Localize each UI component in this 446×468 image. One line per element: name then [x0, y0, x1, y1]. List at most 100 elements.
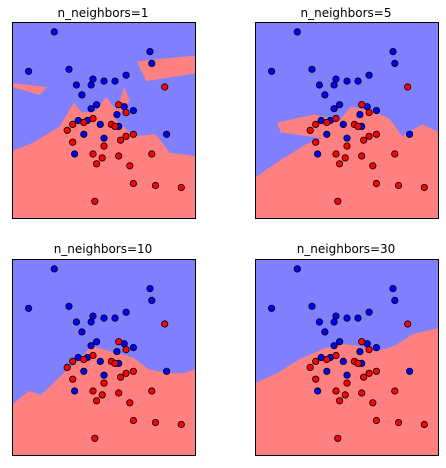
subplot-2-title: n_neighbors=5	[301, 6, 392, 20]
axes-frame	[255, 259, 439, 456]
point-class-1	[89, 387, 97, 395]
point-class-1	[115, 101, 123, 109]
subplot-4: n_neighbors=30	[255, 242, 439, 456]
point-class-0	[332, 312, 340, 320]
region-class-1-island	[12, 83, 47, 95]
point-class-1	[122, 369, 130, 377]
point-class-1	[332, 351, 340, 360]
point-class-1	[332, 387, 340, 395]
point-class-0	[89, 75, 97, 83]
point-class-1	[89, 150, 97, 158]
point-class-1	[151, 181, 160, 190]
point-class-0	[146, 284, 154, 293]
point-class-1	[332, 114, 340, 123]
point-class-1	[372, 130, 380, 138]
point-class-0	[332, 75, 340, 83]
point-class-1	[332, 150, 340, 158]
point-class-1	[115, 389, 123, 397]
point-class-0	[308, 65, 316, 73]
point-class-1	[89, 114, 97, 123]
point-class-1	[115, 152, 123, 160]
point-class-0	[354, 314, 362, 322]
point-class-1	[91, 434, 99, 442]
point-class-0	[111, 77, 119, 85]
point-class-1	[365, 132, 373, 140]
point-class-1	[404, 320, 412, 328]
point-class-1	[63, 126, 71, 134]
point-class-0	[293, 28, 301, 36]
point-class-1	[80, 355, 88, 364]
point-class-1	[69, 120, 77, 129]
point-class-1	[151, 418, 160, 427]
point-class-1	[93, 397, 101, 405]
point-class-0	[391, 59, 399, 68]
point-class-0	[89, 312, 97, 320]
point-class-0	[339, 120, 347, 129]
point-class-0	[129, 343, 137, 352]
point-class-1	[369, 399, 377, 407]
point-class-0	[87, 105, 95, 113]
point-class-0	[71, 387, 79, 395]
point-class-0	[100, 134, 108, 142]
point-class-0	[100, 371, 108, 379]
point-class-1	[365, 109, 373, 117]
point-class-1	[354, 359, 362, 367]
axes-frame	[12, 259, 196, 456]
subplot-3: n_neighbors=10	[12, 242, 196, 456]
point-class-1	[306, 126, 314, 134]
point-class-0	[315, 318, 323, 326]
point-class-0	[113, 347, 121, 356]
point-class-0	[163, 130, 171, 138]
point-class-0	[323, 367, 331, 375]
point-class-0	[372, 107, 380, 115]
point-class-1	[69, 138, 77, 146]
point-class-1	[100, 379, 108, 387]
axes-frame	[255, 22, 439, 219]
point-class-1	[372, 179, 380, 188]
point-class-0	[308, 302, 316, 310]
point-class-0	[389, 47, 397, 56]
axes-frame	[12, 22, 196, 219]
point-class-1	[117, 136, 125, 144]
point-class-1	[111, 122, 119, 131]
point-class-0	[354, 77, 362, 85]
point-class-0	[391, 296, 399, 304]
point-class-0	[93, 101, 101, 109]
subplot-4-title: n_neighbors=30	[297, 242, 396, 256]
point-class-1	[323, 118, 331, 127]
point-class-1	[63, 363, 71, 371]
point-class-0	[96, 357, 104, 365]
point-class-1	[122, 132, 130, 140]
point-class-1	[358, 338, 366, 346]
point-class-1	[372, 367, 380, 375]
point-class-0	[111, 314, 119, 322]
point-class-1	[404, 83, 412, 91]
subplot-3-title: n_neighbors=10	[54, 242, 153, 256]
point-class-0	[313, 150, 322, 158]
point-class-1	[359, 136, 368, 144]
point-class-0	[356, 111, 364, 119]
point-class-1	[394, 181, 403, 190]
point-class-0	[65, 65, 73, 73]
point-class-0	[330, 81, 338, 89]
point-class-1	[391, 387, 399, 395]
point-class-1	[334, 434, 342, 442]
point-class-1	[354, 122, 362, 131]
point-class-0	[87, 318, 95, 326]
subplot-1: n_neighbors=1	[12, 6, 196, 219]
point-class-1	[420, 420, 428, 429]
point-class-1	[161, 83, 169, 91]
point-class-0	[87, 342, 95, 350]
point-class-0	[315, 81, 323, 89]
subplot-1-title: n_neighbors=1	[58, 6, 149, 20]
point-class-0	[50, 28, 58, 36]
point-class-0	[71, 150, 79, 158]
point-class-0	[356, 347, 364, 356]
point-class-1	[365, 369, 373, 377]
point-class-1	[117, 373, 125, 381]
point-class-1	[177, 420, 185, 429]
point-class-1	[89, 351, 97, 360]
point-class-0	[163, 367, 171, 375]
point-class-1	[343, 379, 351, 387]
